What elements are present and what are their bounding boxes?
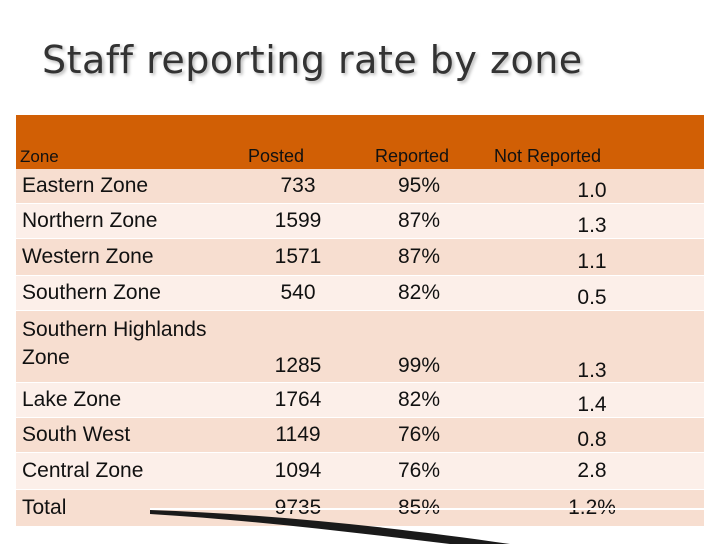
table-row: Southern Highlands Zone 1285 99% 1.3 [16, 310, 704, 383]
zone-cell: Northern Zone [16, 203, 238, 239]
not-reported-value: 1.0 [577, 179, 607, 202]
posted-cell: 1285 [238, 310, 358, 383]
table-row: Eastern Zone 733 95% 1.0 [16, 169, 704, 204]
zone-cell: Eastern Zone [16, 169, 238, 204]
table-row: Lake Zone 1764 82% 1.4 [16, 382, 704, 418]
zone-cell: Western Zone [16, 238, 238, 276]
slide-title: Staff reporting rate by zone [42, 38, 583, 82]
reported-cell: 82% [358, 382, 480, 418]
posted-cell: 540 [238, 275, 358, 311]
not-reported-value: 0.5 [577, 286, 607, 309]
not-reported-cell: 1.3 [480, 203, 704, 239]
zone-cell: South West [16, 417, 238, 453]
posted-cell: 733 [238, 169, 358, 204]
table-row: Western Zone 1571 87% 1.1 [16, 238, 704, 276]
not-reported-value: 1.1 [577, 250, 607, 273]
posted-cell: 1571 [238, 238, 358, 276]
reported-cell: 99% [358, 310, 480, 383]
posted-cell: 1094 [238, 452, 358, 490]
reported-cell: 82% [358, 275, 480, 311]
reported-cell: 87% [358, 238, 480, 276]
not-reported-cell: 0.5 [480, 275, 704, 311]
reported-cell: 87% [358, 203, 480, 239]
not-reported-cell: 1.0 [480, 169, 704, 204]
reporting-table-container: Zone Posted Reported Not Reported Easter… [16, 115, 704, 527]
zone-cell: Southern Highlands Zone [16, 310, 238, 383]
zone-cell: Lake Zone [16, 382, 238, 418]
reported-cell: 76% [358, 417, 480, 453]
not-reported-cell: 1.3 [480, 310, 704, 383]
not-reported-value: 1.4 [577, 393, 607, 416]
not-reported-value: 0.8 [577, 428, 607, 451]
reporting-rate-table: Zone Posted Reported Not Reported Easter… [16, 115, 704, 527]
not-reported-value: 1.3 [577, 359, 607, 382]
not-reported-cell: 1.4 [480, 382, 704, 418]
table-header-row: Zone Posted Reported Not Reported [16, 115, 704, 169]
posted-cell: 1149 [238, 417, 358, 453]
reported-cell: 95% [358, 169, 480, 204]
table-row: South West 1149 76% 0.8 [16, 417, 704, 453]
not-reported-value: 1.3 [577, 214, 607, 237]
not-reported-cell: 2.8 [480, 452, 704, 490]
header-not-reported: Not Reported [480, 115, 704, 169]
table-row: Southern Zone 540 82% 0.5 [16, 275, 704, 311]
not-reported-cell: 1.1 [480, 238, 704, 276]
zone-cell: Southern Zone [16, 275, 238, 311]
not-reported-value: 2.8 [577, 459, 607, 482]
header-reported: Reported [358, 115, 480, 169]
posted-cell: 1599 [238, 203, 358, 239]
not-reported-cell: 0.8 [480, 417, 704, 453]
posted-cell: 1764 [238, 382, 358, 418]
decorative-swoosh [150, 508, 720, 544]
table-row: Northern Zone 1599 87% 1.3 [16, 203, 704, 239]
header-zone: Zone [16, 115, 238, 169]
header-posted: Posted [238, 115, 358, 169]
table-row: Central Zone 1094 76% 2.8 [16, 452, 704, 490]
zone-cell: Central Zone [16, 452, 238, 490]
reported-cell: 76% [358, 452, 480, 490]
